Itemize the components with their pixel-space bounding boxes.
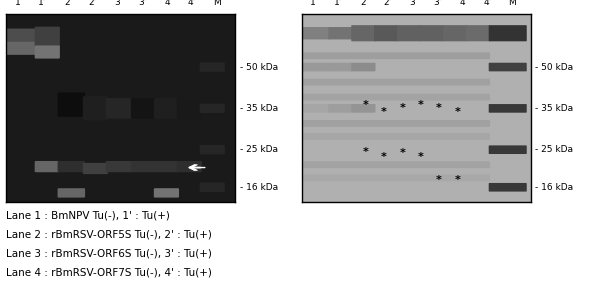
Text: *: *	[399, 103, 405, 113]
Text: - 16 kDa: - 16 kDa	[240, 183, 278, 192]
Text: 2': 2'	[88, 0, 96, 7]
FancyBboxPatch shape	[35, 161, 60, 172]
Text: M: M	[213, 0, 221, 7]
FancyBboxPatch shape	[35, 45, 60, 59]
FancyBboxPatch shape	[83, 96, 108, 121]
Text: *: *	[381, 107, 387, 117]
Text: *: *	[455, 107, 460, 117]
Text: 2: 2	[65, 0, 70, 7]
FancyBboxPatch shape	[328, 63, 353, 71]
FancyBboxPatch shape	[301, 79, 490, 86]
Text: 4: 4	[164, 0, 170, 7]
Text: 3': 3'	[138, 0, 146, 7]
Text: - 50 kDa: - 50 kDa	[535, 62, 573, 72]
Text: - 25 kDa: - 25 kDa	[535, 145, 573, 154]
Text: - 50 kDa: - 50 kDa	[240, 62, 278, 72]
FancyBboxPatch shape	[301, 52, 490, 59]
FancyBboxPatch shape	[58, 161, 85, 172]
FancyBboxPatch shape	[177, 98, 202, 119]
Text: *: *	[436, 175, 442, 185]
FancyBboxPatch shape	[200, 183, 225, 192]
Text: 4': 4'	[188, 0, 196, 7]
Text: *: *	[399, 149, 405, 158]
FancyBboxPatch shape	[351, 25, 376, 41]
FancyBboxPatch shape	[5, 29, 37, 45]
FancyBboxPatch shape	[154, 188, 179, 198]
FancyBboxPatch shape	[301, 161, 490, 168]
Text: 1': 1'	[333, 0, 342, 7]
FancyBboxPatch shape	[328, 27, 353, 39]
Text: Lane 4 : rBmRSV-ORF7S Tu(-), 4' : Tu(+): Lane 4 : rBmRSV-ORF7S Tu(-), 4' : Tu(+)	[6, 267, 212, 277]
Text: *: *	[363, 100, 368, 110]
FancyBboxPatch shape	[397, 25, 421, 41]
Text: 4: 4	[459, 0, 466, 7]
FancyBboxPatch shape	[301, 104, 330, 113]
Text: 3: 3	[410, 0, 415, 7]
Text: Lane 1 : BmNPV Tu(-), 1' : Tu(+): Lane 1 : BmNPV Tu(-), 1' : Tu(+)	[6, 211, 170, 221]
FancyBboxPatch shape	[488, 63, 527, 71]
Text: 2': 2'	[384, 0, 392, 7]
FancyBboxPatch shape	[200, 145, 225, 154]
Text: *: *	[418, 100, 423, 110]
Text: *: *	[381, 152, 387, 162]
Text: 4': 4'	[484, 0, 491, 7]
FancyBboxPatch shape	[301, 133, 490, 140]
Text: 1: 1	[310, 0, 316, 7]
FancyBboxPatch shape	[374, 25, 399, 41]
Text: 1: 1	[14, 0, 21, 7]
FancyBboxPatch shape	[131, 98, 156, 119]
FancyBboxPatch shape	[488, 104, 527, 113]
Text: M: M	[508, 0, 516, 7]
FancyBboxPatch shape	[351, 63, 376, 71]
FancyBboxPatch shape	[301, 120, 490, 127]
FancyBboxPatch shape	[200, 62, 225, 72]
FancyBboxPatch shape	[154, 161, 179, 172]
FancyBboxPatch shape	[106, 161, 133, 172]
FancyBboxPatch shape	[488, 145, 527, 154]
Text: Lane 3 : rBmRSV-ORF6S Tu(-), 3' : Tu(+): Lane 3 : rBmRSV-ORF6S Tu(-), 3' : Tu(+)	[6, 249, 212, 259]
Text: 2: 2	[360, 0, 365, 7]
Text: - 35 kDa: - 35 kDa	[535, 104, 573, 113]
Text: 3': 3'	[434, 0, 441, 7]
Text: - 35 kDa: - 35 kDa	[240, 104, 278, 113]
FancyBboxPatch shape	[328, 104, 353, 113]
Text: Lane 2 : rBmRSV-ORF5S Tu(-), 2' : Tu(+): Lane 2 : rBmRSV-ORF5S Tu(-), 2' : Tu(+)	[6, 230, 212, 240]
FancyBboxPatch shape	[58, 92, 85, 117]
Text: 1': 1'	[38, 0, 46, 7]
FancyBboxPatch shape	[106, 98, 133, 119]
FancyBboxPatch shape	[58, 188, 85, 198]
FancyBboxPatch shape	[177, 161, 202, 172]
FancyBboxPatch shape	[301, 94, 490, 101]
Text: - 25 kDa: - 25 kDa	[240, 145, 278, 154]
FancyBboxPatch shape	[351, 104, 376, 113]
FancyBboxPatch shape	[35, 27, 60, 47]
Text: *: *	[418, 152, 423, 162]
Text: *: *	[455, 175, 460, 185]
FancyBboxPatch shape	[154, 98, 179, 119]
Text: - 16 kDa: - 16 kDa	[535, 183, 573, 192]
Text: *: *	[436, 103, 442, 113]
FancyBboxPatch shape	[200, 104, 225, 113]
FancyBboxPatch shape	[301, 63, 330, 71]
FancyBboxPatch shape	[301, 175, 490, 181]
FancyBboxPatch shape	[131, 161, 156, 172]
Text: *: *	[363, 147, 368, 157]
Text: 3: 3	[115, 0, 120, 7]
FancyBboxPatch shape	[83, 163, 108, 174]
FancyBboxPatch shape	[443, 25, 467, 41]
FancyBboxPatch shape	[5, 42, 37, 55]
FancyBboxPatch shape	[420, 25, 444, 41]
FancyBboxPatch shape	[466, 25, 490, 41]
FancyBboxPatch shape	[301, 27, 330, 39]
FancyBboxPatch shape	[488, 183, 527, 192]
FancyBboxPatch shape	[488, 25, 527, 41]
